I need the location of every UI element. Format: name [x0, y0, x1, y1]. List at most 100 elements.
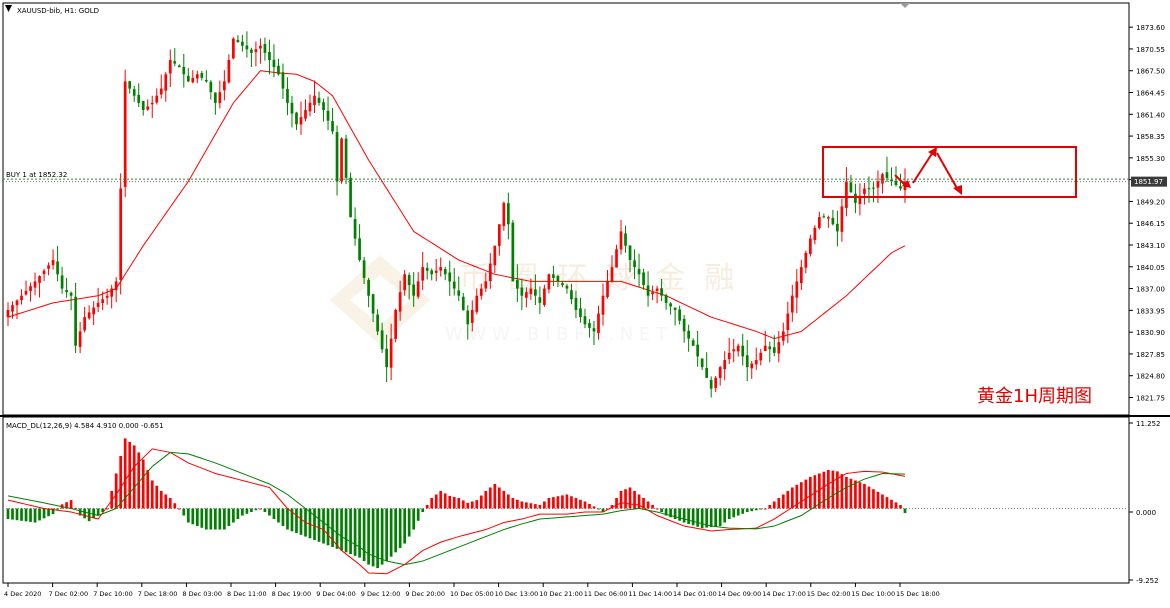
macd-bar	[804, 479, 808, 509]
candle-body	[511, 222, 515, 282]
candle-body	[867, 188, 871, 190]
candle-body	[38, 276, 41, 283]
candle-body	[660, 288, 663, 296]
macd-bar	[376, 508, 379, 569]
candle-body	[218, 92, 222, 104]
macd-bar	[709, 508, 713, 528]
candle-body	[114, 281, 118, 291]
macd-bar	[840, 474, 844, 509]
macd-bar	[786, 490, 790, 509]
macd-bar	[128, 441, 132, 509]
macd-bar	[646, 501, 650, 509]
candle-body	[777, 342, 781, 354]
candle-body	[344, 138, 348, 178]
macd-bar	[610, 505, 614, 509]
macd-bar	[867, 486, 871, 509]
price-tick-label: 1855.30	[1136, 155, 1165, 163]
time-tick-label: 9 Dec 04:00	[316, 590, 356, 598]
macd-bar	[759, 508, 763, 510]
candle-body	[74, 296, 77, 346]
candle-body	[543, 288, 546, 305]
candle-body	[236, 39, 240, 43]
price-tick-label: 1843.10	[1136, 242, 1165, 250]
symbol-dropdown-icon[interactable]	[5, 5, 12, 12]
candle-body	[317, 97, 321, 103]
candle-body	[51, 260, 55, 266]
candle-body	[78, 331, 82, 347]
candle-body	[858, 195, 862, 205]
candle-body	[854, 193, 857, 203]
macd-bar	[24, 508, 28, 522]
candle-body	[425, 267, 429, 271]
macd-bar	[209, 508, 213, 530]
macd-bar	[552, 497, 555, 509]
macd-bar	[836, 471, 839, 509]
time-tick-label: 15 Dec 18:00	[896, 590, 940, 598]
macd-axis-top: 11.252	[1136, 420, 1161, 428]
macd-bar	[732, 508, 736, 518]
macd-bar	[723, 508, 727, 523]
price-tick-label: 1821.75	[1136, 395, 1165, 403]
time-tick-label: 11 Dec 14:00	[628, 590, 672, 598]
chart-shift-marker-icon[interactable]	[900, 3, 910, 8]
candle-body	[768, 346, 772, 350]
candle-body	[299, 117, 303, 125]
macd-bar	[615, 497, 618, 509]
macd-bar	[241, 508, 244, 516]
candle-body	[470, 310, 474, 323]
macd-bar	[642, 497, 645, 509]
candle-body	[574, 297, 578, 310]
candle-body	[799, 267, 803, 284]
candle-body	[579, 308, 582, 318]
candle-body	[358, 238, 361, 260]
macd-bar	[777, 497, 781, 509]
candle-body	[123, 81, 127, 188]
candle-body	[696, 344, 700, 357]
candle-body	[132, 89, 136, 96]
candle-body	[525, 292, 528, 298]
candle-body	[786, 313, 790, 331]
candle-body	[497, 224, 501, 246]
macd-bar	[6, 508, 10, 520]
macd-bar	[741, 508, 745, 514]
candle-body	[56, 261, 59, 275]
macd-bar	[33, 508, 37, 523]
macd-bar	[42, 508, 46, 519]
time-tick-label: 8 Dec 11:00	[227, 590, 267, 598]
candle-body	[448, 272, 452, 282]
candle-body	[146, 106, 150, 110]
candle-body	[488, 263, 492, 282]
candle-body	[457, 290, 461, 296]
time-tick-label: 15 Dec 10:00	[851, 590, 895, 598]
macd-bar	[669, 508, 672, 518]
macd-bar	[380, 508, 384, 565]
candle-body	[538, 297, 542, 303]
macd-bar	[123, 438, 127, 509]
candle-body	[534, 289, 537, 296]
candle-body	[813, 227, 817, 241]
macd-bar	[795, 484, 799, 509]
macd-bar	[232, 508, 235, 523]
macd-bar	[831, 470, 835, 509]
macd-bar	[101, 508, 105, 513]
macd-label: MACD_DL(12,26,9) 4.584 4.910 0.000 -0.65…	[6, 422, 164, 430]
moving-average-line	[7, 70, 906, 340]
macd-bar	[484, 490, 488, 509]
candle-body	[173, 61, 177, 64]
candle-body	[101, 299, 105, 304]
candle-body	[313, 95, 316, 105]
candle-body	[619, 231, 623, 250]
time-tick-label: 7 Dec 02:00	[49, 590, 89, 598]
candle-body	[466, 310, 470, 325]
candle-body	[475, 295, 479, 312]
time-tick-label: 4 Dec 2020	[4, 590, 41, 598]
candle-body	[24, 290, 28, 295]
candle-body	[831, 217, 835, 225]
macd-bar	[705, 508, 709, 528]
macd-bar	[263, 508, 267, 513]
candle-body	[213, 92, 217, 103]
candle-body	[177, 65, 181, 68]
macd-bar	[808, 476, 812, 509]
macd-bar	[83, 508, 86, 519]
